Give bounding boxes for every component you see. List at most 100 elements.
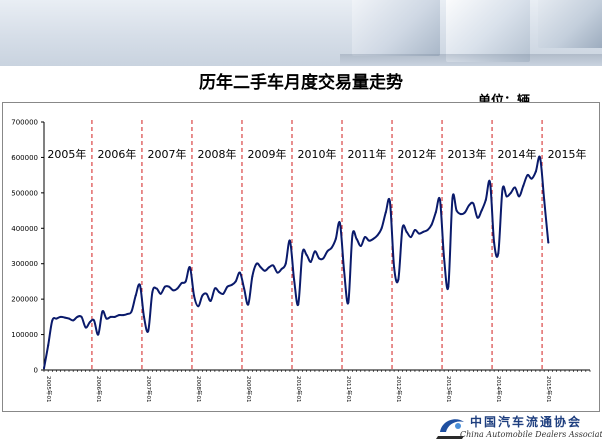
data-point	[159, 292, 162, 295]
data-point	[534, 170, 537, 173]
y-tick-label: 700000	[11, 119, 38, 127]
data-point	[405, 230, 408, 233]
data-point	[147, 330, 150, 333]
x-tick-label: 2009年01	[245, 376, 253, 403]
data-point	[322, 257, 325, 260]
cada-logo-icon	[436, 419, 464, 439]
data-point	[172, 289, 175, 292]
data-point	[301, 252, 304, 255]
data-point	[109, 315, 112, 318]
data-point	[143, 315, 146, 318]
header-banner	[0, 0, 602, 66]
data-point	[501, 188, 504, 191]
data-point	[197, 305, 200, 308]
data-point	[284, 262, 287, 265]
data-point	[213, 287, 216, 290]
data-point	[193, 294, 196, 297]
data-point	[80, 315, 83, 318]
data-point	[347, 301, 350, 304]
data-point	[209, 299, 212, 302]
data-point	[51, 319, 54, 322]
x-tick-label: 2014年01	[495, 376, 503, 403]
y-tick-label: 200000	[11, 296, 38, 304]
data-point	[388, 200, 391, 203]
data-point	[538, 156, 541, 159]
data-point	[305, 253, 308, 256]
data-point	[547, 241, 550, 244]
year-label: 2008年	[197, 147, 236, 161]
data-point	[509, 191, 512, 194]
data-point	[47, 344, 50, 347]
data-point	[138, 283, 141, 286]
data-point	[176, 287, 179, 290]
logo-cn-text: 中国汽车流通协会	[470, 415, 583, 429]
data-point	[234, 280, 237, 283]
data-point	[355, 237, 358, 240]
data-point	[113, 315, 116, 318]
data-point	[505, 195, 508, 198]
data-point	[93, 319, 96, 322]
data-point	[268, 266, 271, 269]
data-point	[201, 294, 204, 297]
data-point	[472, 202, 475, 205]
y-tick-label: 500000	[11, 189, 38, 197]
x-tick-label: 2013年01	[445, 376, 453, 403]
data-point	[530, 177, 533, 180]
data-point	[59, 315, 62, 318]
data-point	[430, 223, 433, 226]
data-point	[401, 227, 404, 230]
y-tick-label: 0	[34, 367, 38, 375]
data-point	[497, 252, 500, 255]
data-point	[488, 181, 491, 184]
year-label: 2005年	[47, 147, 86, 161]
data-point	[543, 198, 546, 201]
data-point	[280, 268, 283, 271]
data-point	[380, 227, 383, 230]
data-point	[513, 186, 516, 189]
data-point	[455, 209, 458, 212]
year-label: 2010年	[298, 147, 337, 161]
data-point	[288, 239, 291, 242]
data-point	[338, 221, 341, 224]
decorative-cube	[538, 0, 602, 48]
data-point	[313, 250, 316, 253]
y-tick-label: 100000	[11, 331, 38, 339]
data-point	[397, 278, 400, 281]
data-point	[243, 287, 246, 290]
banner-shadow	[340, 54, 602, 66]
data-point	[122, 314, 125, 317]
data-point	[84, 326, 87, 329]
data-point	[134, 294, 137, 297]
data-point	[126, 313, 129, 316]
year-label: 2009年	[247, 147, 286, 161]
data-point	[259, 266, 262, 269]
data-point	[130, 310, 133, 313]
data-point	[476, 216, 479, 219]
data-point	[276, 271, 279, 274]
data-point	[238, 271, 241, 274]
data-point	[263, 269, 266, 272]
y-tick-label: 300000	[11, 260, 38, 268]
data-point	[97, 333, 100, 336]
data-point	[434, 211, 437, 214]
x-tick-label: 2008年01	[195, 376, 203, 403]
data-point	[184, 280, 187, 283]
data-point	[255, 262, 258, 265]
x-tick-label: 2010年01	[295, 376, 303, 403]
year-label: 2012年	[398, 147, 437, 161]
chart-title: 历年二手车月度交易量走势	[199, 73, 403, 93]
monthly-volume-chart: 0 100000 200000 300000 400000 500000 600000 700…	[11, 119, 591, 403]
data-point	[43, 367, 45, 370]
year-label: 2015年	[548, 147, 587, 161]
data-point	[376, 234, 379, 237]
data-point	[247, 303, 250, 306]
data-point	[151, 291, 154, 294]
data-point	[309, 260, 312, 263]
year-label: 2013年	[448, 147, 487, 161]
data-point	[218, 291, 221, 294]
x-tick-label: 2007年01	[145, 376, 153, 403]
data-point	[438, 198, 441, 201]
data-point	[180, 282, 183, 285]
year-label: 2006年	[97, 147, 136, 161]
data-point	[155, 287, 158, 290]
